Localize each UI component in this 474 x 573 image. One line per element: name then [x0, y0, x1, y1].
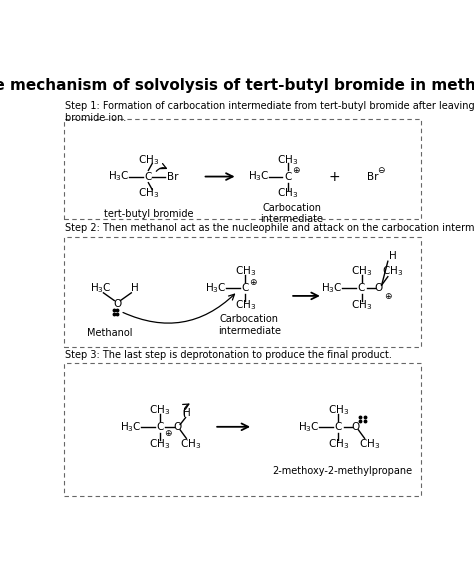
- Text: C: C: [242, 283, 249, 293]
- Bar: [64, 363, 421, 496]
- Text: H$_3$C: H$_3$C: [120, 420, 141, 434]
- Text: C: C: [358, 283, 365, 293]
- Text: H$_3$C: H$_3$C: [108, 170, 130, 183]
- Text: CH$_3$: CH$_3$: [181, 437, 201, 450]
- Text: H$_3$C: H$_3$C: [247, 170, 269, 183]
- Text: H: H: [130, 283, 138, 293]
- Text: $\oplus$: $\oplus$: [164, 428, 173, 438]
- Text: C: C: [335, 422, 342, 432]
- Text: CH$_3$: CH$_3$: [277, 153, 299, 167]
- Text: tert-butyl bromide: tert-butyl bromide: [104, 209, 193, 218]
- Text: 2-methoxy-2-methylpropane: 2-methoxy-2-methylpropane: [272, 466, 412, 477]
- Text: CH$_3$: CH$_3$: [328, 403, 349, 417]
- Text: C: C: [156, 422, 164, 432]
- Text: Carbocation
intermediate: Carbocation intermediate: [218, 315, 281, 336]
- Text: Step 1: Formation of carbocation intermediate from tert-butyl bromide after leav: Step 1: Formation of carbocation interme…: [65, 101, 474, 123]
- Text: C: C: [145, 171, 152, 182]
- Text: $\oplus$: $\oplus$: [384, 291, 393, 301]
- Text: CH$_3$: CH$_3$: [382, 264, 403, 278]
- Text: CH$_3$: CH$_3$: [351, 299, 372, 312]
- Text: O: O: [374, 283, 383, 293]
- Text: H$_3$C: H$_3$C: [205, 281, 227, 295]
- Text: CH$_3$: CH$_3$: [351, 264, 372, 278]
- Text: CH$_3$: CH$_3$: [235, 264, 256, 278]
- Text: H$_3$C: H$_3$C: [90, 281, 111, 295]
- Text: CH$_3$: CH$_3$: [149, 437, 171, 450]
- Text: The mechanism of solvolysis of tert-butyl bromide in methanol: The mechanism of solvolysis of tert-buty…: [0, 78, 474, 93]
- Bar: [64, 119, 421, 219]
- Text: C: C: [284, 171, 292, 182]
- Text: CH$_3$: CH$_3$: [328, 437, 349, 450]
- Text: H: H: [183, 408, 191, 418]
- Text: CH$_3$: CH$_3$: [149, 403, 171, 417]
- Text: O: O: [351, 422, 359, 432]
- Text: CH$_3$: CH$_3$: [277, 187, 299, 201]
- Text: O: O: [173, 422, 181, 432]
- Text: +: +: [328, 170, 340, 183]
- Text: CH$_3$: CH$_3$: [138, 153, 159, 167]
- Text: Br: Br: [167, 171, 179, 182]
- Bar: [64, 237, 421, 347]
- Text: $\oplus$: $\oplus$: [292, 166, 301, 175]
- Text: CH$_3$: CH$_3$: [235, 299, 256, 312]
- Text: Methanol: Methanol: [87, 328, 132, 338]
- Text: H$_3$C: H$_3$C: [321, 281, 343, 295]
- Text: H$_3$C: H$_3$C: [298, 420, 319, 434]
- Text: Br: Br: [367, 171, 379, 182]
- Text: Step 2: Then methanol act as the nucleophile and attack on the carbocation inter: Step 2: Then methanol act as the nucleop…: [65, 223, 474, 233]
- Text: H: H: [389, 251, 396, 261]
- Text: CH$_3$: CH$_3$: [359, 437, 380, 450]
- Text: $\oplus$: $\oplus$: [249, 277, 258, 287]
- Text: Carbocation
intermediate: Carbocation intermediate: [260, 203, 323, 224]
- Text: O: O: [113, 299, 121, 309]
- Text: $\ominus$: $\ominus$: [377, 166, 386, 175]
- Text: Step 3: The last step is deprotonation to produce the final product.: Step 3: The last step is deprotonation t…: [65, 350, 392, 360]
- Text: CH$_3$: CH$_3$: [138, 187, 159, 201]
